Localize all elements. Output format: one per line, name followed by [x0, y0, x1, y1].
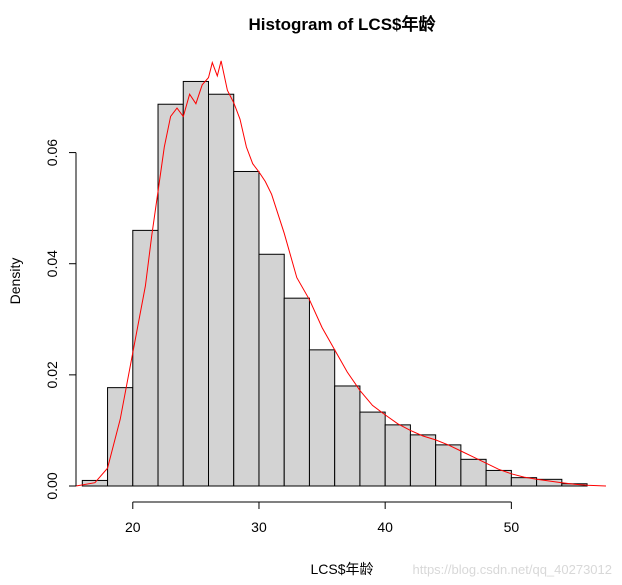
y-tick-label: 0.04	[44, 250, 60, 277]
x-tick-label: 50	[504, 519, 520, 535]
chart-title: Histogram of LCS$年龄	[248, 14, 436, 34]
histogram-bar	[384, 424, 411, 487]
density-curve-layer	[75, 60, 607, 487]
histogram-bar	[308, 349, 336, 487]
y-tick-label: 0.02	[44, 361, 60, 388]
histogram-bar	[435, 444, 462, 487]
x-axis-label: LCS$年龄	[310, 561, 373, 577]
y-axis-label: Density	[7, 258, 23, 305]
histogram-bar	[283, 297, 310, 487]
y-tick-label: 0.00	[44, 472, 60, 499]
y-tick-label: 0.06	[44, 139, 60, 166]
histogram-bar	[208, 93, 235, 487]
histogram-bar	[157, 103, 184, 487]
density-curve	[75, 60, 607, 487]
x-tick-label: 30	[251, 519, 267, 535]
y-axis: 0.00 0.02 0.04 0.06	[44, 139, 77, 500]
x-tick-label: 40	[377, 519, 393, 535]
histogram-bar	[182, 80, 209, 487]
histogram-bar	[460, 458, 487, 487]
x-axis: 20 30 40 50	[125, 501, 520, 535]
histogram-bars	[81, 80, 588, 487]
histogram-bar	[258, 253, 285, 487]
histogram-bar	[233, 170, 260, 487]
histogram-bar	[107, 387, 134, 487]
histogram-bar	[334, 385, 361, 487]
histogram-bar	[81, 479, 109, 487]
x-tick-label: 20	[125, 519, 141, 535]
watermark-text: https://blog.csdn.net/qq_40273012	[413, 562, 613, 577]
histogram-bar	[132, 229, 159, 487]
histogram-bar	[359, 411, 386, 487]
histogram-bar	[409, 434, 437, 487]
